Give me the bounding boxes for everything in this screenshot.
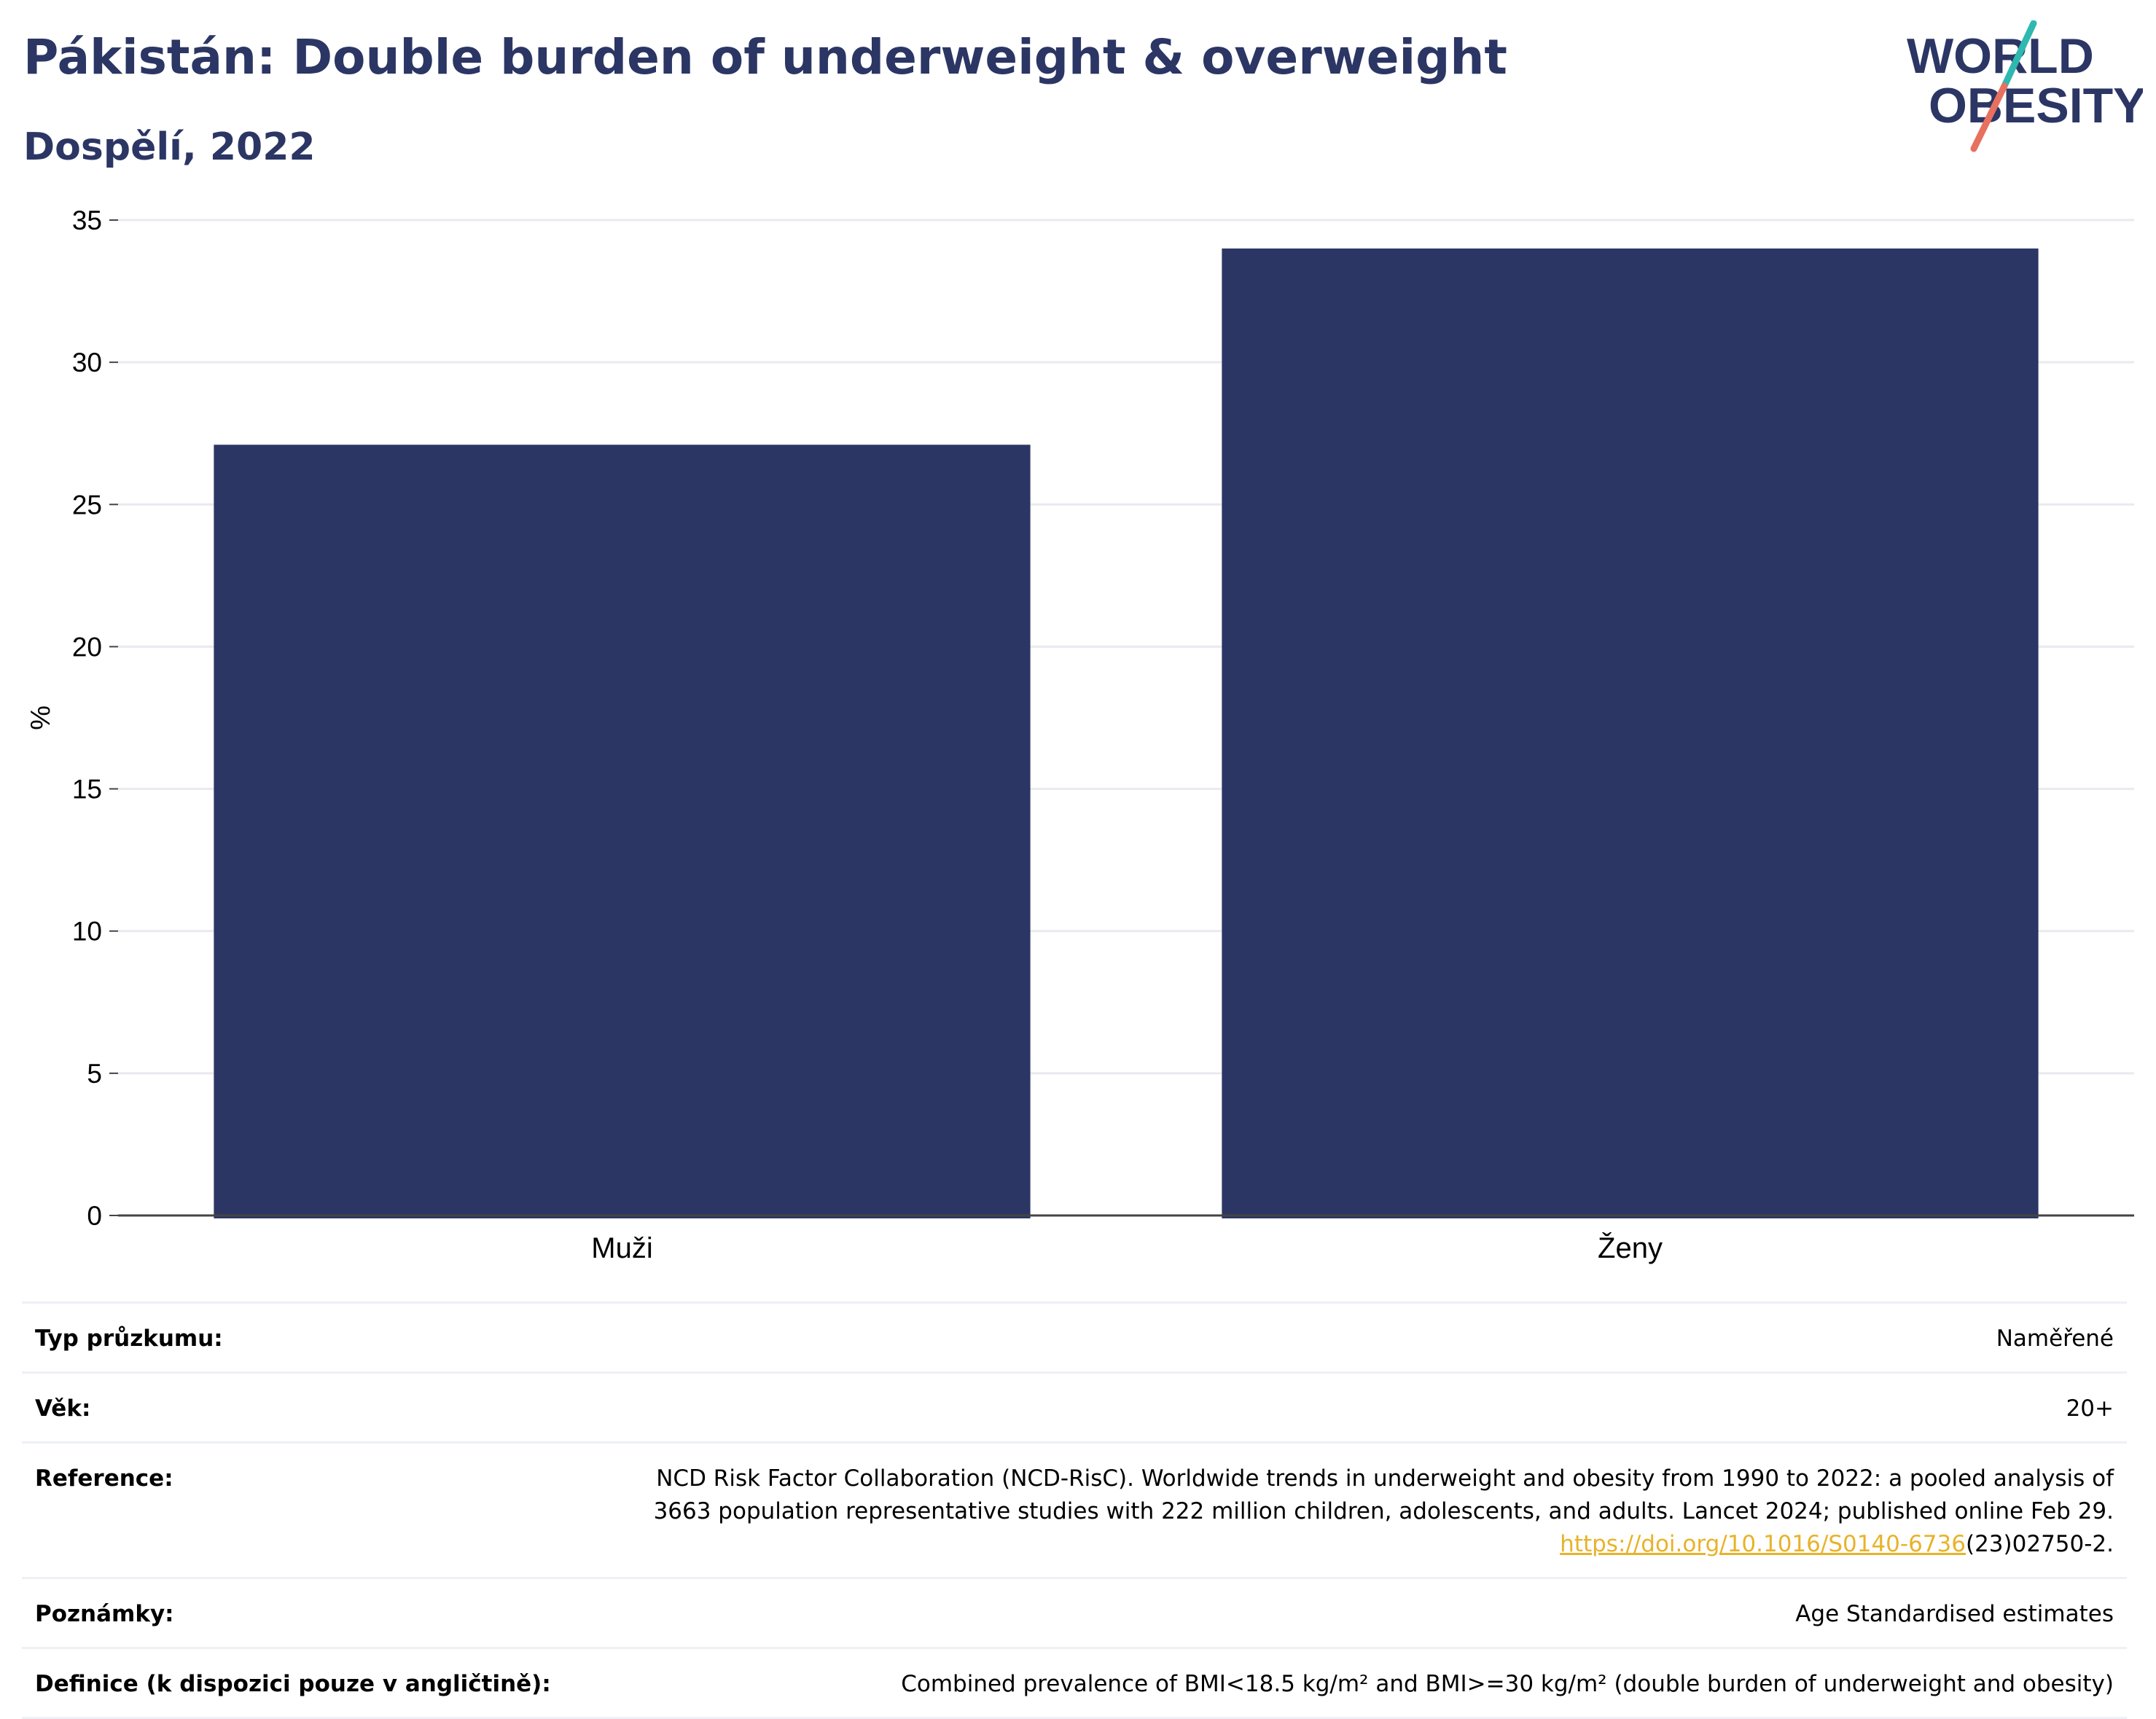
world-obesity-logo: WORLD OBESITY bbox=[1907, 20, 2143, 152]
y-tick-label: 15 bbox=[72, 775, 102, 804]
reference-doi-link[interactable]: https://doi.org/10.1016/S0140-6736 bbox=[1560, 1530, 1966, 1557]
logo-slash-teal bbox=[2001, 20, 2037, 90]
table-row-survey-type: Typ průzkumu: Naměřené bbox=[22, 1301, 2127, 1374]
y-axis-title: % bbox=[26, 705, 56, 730]
y-tick-label: 5 bbox=[87, 1059, 102, 1089]
reference-label: Reference: bbox=[22, 1441, 585, 1579]
survey-type-value: Naměřené bbox=[584, 1301, 2127, 1374]
notes-label: Poznámky: bbox=[22, 1576, 585, 1649]
y-tick-label: 25 bbox=[72, 490, 102, 520]
y-tick-label: 35 bbox=[72, 205, 102, 235]
chart-title: Pákistán: Double burden of underweight &… bbox=[23, 29, 1507, 85]
table-row-reference: Reference: NCD Risk Factor Collaboration… bbox=[22, 1441, 2127, 1579]
metadata-table: Typ průzkumu: Naměřené Věk: 20+ Referenc… bbox=[22, 1301, 2127, 1719]
bar-women[interactable] bbox=[1222, 248, 2039, 1218]
table-row-notes: Poznámky: Age Standardised estimates bbox=[22, 1576, 2127, 1649]
reference-text-line1: NCD Risk Factor Collaboration (NCD-RisC)… bbox=[656, 1465, 2114, 1492]
age-value: 20+ bbox=[584, 1371, 2127, 1444]
age-label: Věk: bbox=[22, 1371, 585, 1444]
x-tick-label: Ženy bbox=[1598, 1232, 1663, 1264]
axes: 0 5 10 15 20 25 30 35 Muži Ženy bbox=[72, 205, 2134, 1264]
bars bbox=[214, 248, 2039, 1218]
definition-value: Combined prevalence of BMI<18.5 kg/m² an… bbox=[584, 1646, 2127, 1719]
y-tick-label: 10 bbox=[72, 917, 102, 947]
reference-text-line2: 3663 population representative studies w… bbox=[653, 1497, 2114, 1524]
table-row-age: Věk: 20+ bbox=[22, 1371, 2127, 1444]
reference-doi-suffix: (23)02750-2. bbox=[1965, 1530, 2114, 1557]
definition-label: Definice (k dispozici pouze v angličtině… bbox=[22, 1646, 585, 1719]
bar-men[interactable] bbox=[214, 445, 1031, 1218]
survey-type-label: Typ průzkumu: bbox=[22, 1301, 585, 1374]
y-tick-label: 20 bbox=[72, 632, 102, 662]
logo-slash-coral bbox=[1970, 82, 2008, 152]
logo-text-world: WORLD bbox=[1907, 28, 2094, 84]
table-row-definition: Definice (k dispozici pouze v angličtině… bbox=[22, 1646, 2127, 1719]
notes-value: Age Standardised estimates bbox=[584, 1576, 2127, 1649]
y-tick-label: 30 bbox=[72, 348, 102, 377]
logo-text-obesity: OBESITY bbox=[1929, 78, 2143, 133]
bar-chart: 0 5 10 15 20 25 30 35 Muži Ženy % bbox=[26, 205, 2134, 1264]
x-tick-label: Muži bbox=[591, 1232, 652, 1264]
reference-value: NCD Risk Factor Collaboration (NCD-RisC)… bbox=[584, 1441, 2127, 1579]
chart-subtitle: Dospělí, 2022 bbox=[23, 125, 316, 169]
y-tick-label: 0 bbox=[87, 1201, 102, 1231]
